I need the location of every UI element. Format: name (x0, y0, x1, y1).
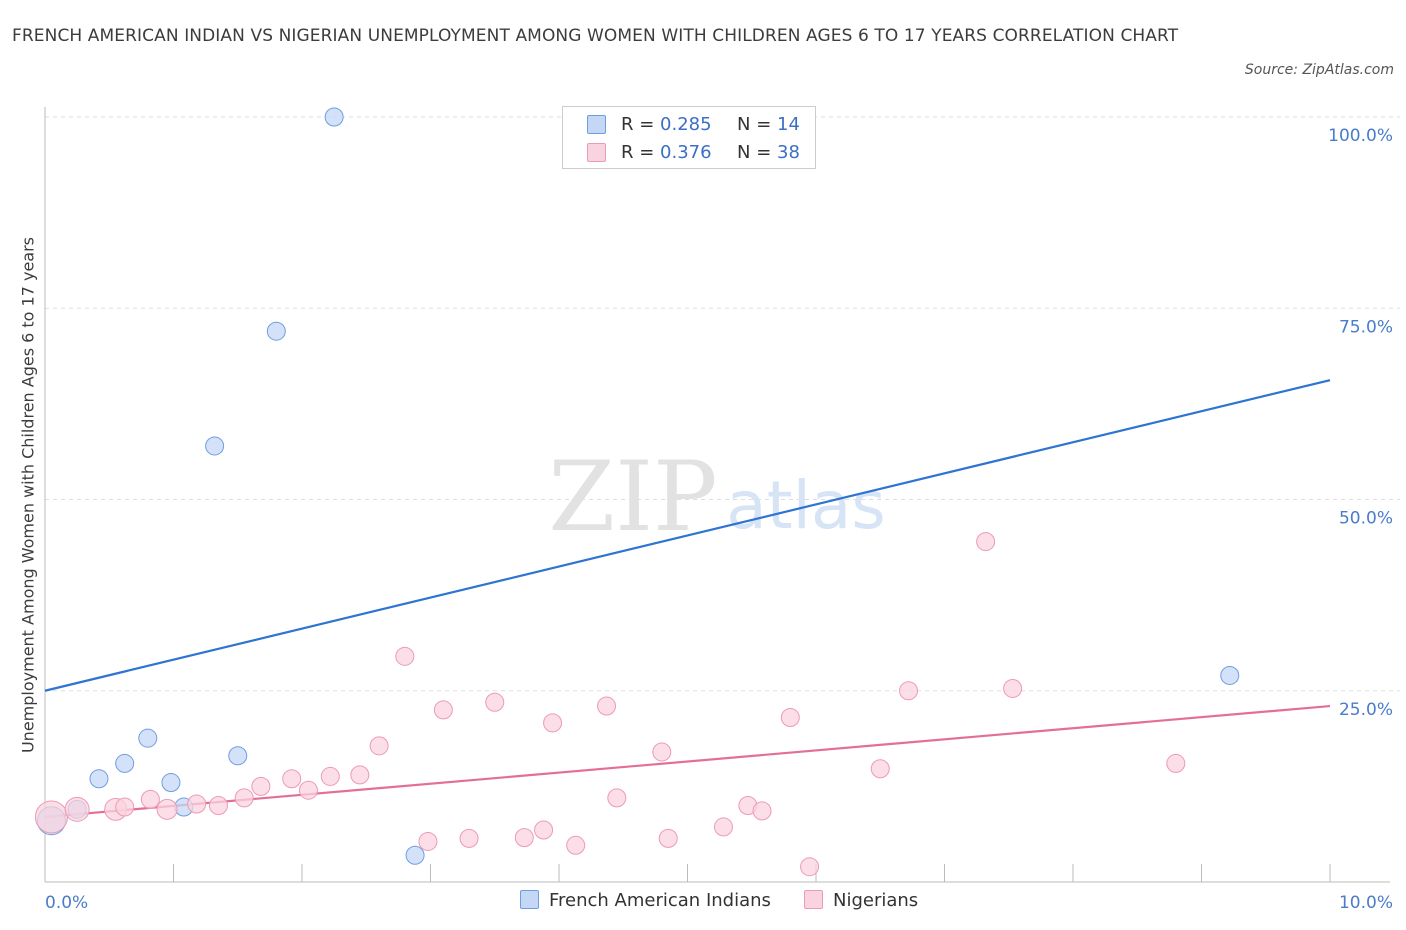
watermark-atlas: atlas (726, 467, 886, 544)
point-nigerians-17 (433, 700, 453, 720)
point-nigerians-10 (282, 769, 302, 789)
point-nigerians-8 (234, 788, 254, 808)
point-french-american-indians-7 (205, 436, 225, 456)
point-french-american-indians-10 (324, 107, 344, 127)
x-tick-label-min: 0.0% (45, 893, 88, 913)
point-nigerians-22 (543, 713, 563, 733)
point-nigerians-1 (64, 796, 90, 822)
point-nigerians-6 (187, 794, 207, 814)
point-nigerians-19 (485, 692, 505, 712)
r-value: 0.285 (660, 114, 712, 135)
legend-swatch-nigerians (804, 890, 823, 909)
legend-swatch-nigerians (587, 143, 606, 162)
y-tick-label-75: 75.0% (1339, 317, 1393, 337)
point-nigerians-28 (713, 817, 733, 837)
point-nigerians-23 (566, 835, 586, 855)
point-french-american-indians-3 (115, 753, 135, 773)
point-nigerians-13 (350, 765, 370, 785)
point-nigerians-4 (140, 789, 160, 809)
point-nigerians-32 (800, 857, 820, 877)
point-nigerians-14 (369, 736, 389, 756)
point-french-american-indians-4 (138, 728, 158, 748)
tick-labels: 25.0% 50.0% 75.0% 100.0% 0.0% 10.0% (45, 126, 1393, 913)
point-nigerians-25 (607, 788, 627, 808)
r-label: R = (621, 114, 661, 135)
point-nigerians-30 (752, 801, 772, 821)
stats-legend: R = 0.285 N = 14 R = 0.376 N = 38 (562, 106, 816, 169)
legend-label: Nigerians (833, 890, 919, 911)
point-nigerians-33 (870, 759, 890, 779)
point-nigerians-21 (534, 820, 554, 840)
point-nigerians-16 (418, 831, 438, 851)
point-nigerians-9 (251, 776, 271, 796)
n-value: 14 (777, 114, 800, 135)
legend-label: French American Indians (549, 890, 771, 911)
trend-line-nigerians (44, 704, 1331, 819)
y-tick-label-50: 50.0% (1339, 509, 1393, 529)
point-nigerians-11 (298, 780, 318, 800)
watermark: ZIP atlas (548, 441, 885, 553)
n-value: 38 (777, 142, 800, 163)
trend-line-french-american-indians (44, 379, 1331, 692)
point-nigerians-5 (156, 798, 178, 820)
chart-source: Source: ZipAtlas.com (1244, 62, 1394, 78)
y-tick-label-100: 100.0% (1328, 126, 1393, 146)
y-tick-label-25: 25.0% (1339, 700, 1393, 720)
point-nigerians-31 (780, 708, 800, 728)
point-nigerians-15 (395, 646, 415, 666)
r-value: 0.376 (660, 142, 712, 163)
point-french-american-indians-2 (89, 769, 109, 789)
trend-lines (44, 379, 1331, 819)
point-french-american-indians-9 (266, 321, 286, 341)
legend-swatch-french-american-indians (520, 890, 539, 909)
point-nigerians-34 (899, 681, 919, 701)
point-nigerians-7 (208, 796, 228, 815)
point-nigerians-36 (1003, 678, 1023, 698)
point-nigerians-37 (1166, 753, 1186, 773)
point-nigerians-12 (320, 766, 340, 786)
chart-title: FRENCH AMERICAN INDIAN VS NIGERIAN UNEMP… (12, 26, 1179, 46)
grid-lines (45, 116, 1400, 692)
legend-item-nigerians: Nigerians (804, 888, 918, 914)
point-nigerians-26 (652, 742, 672, 762)
n-label: N = (737, 114, 778, 135)
point-nigerians-35 (976, 532, 996, 552)
point-french-american-indians-13 (1220, 665, 1240, 685)
point-french-american-indians-8 (228, 746, 248, 766)
point-nigerians-3 (115, 797, 135, 817)
axes (44, 107, 1390, 883)
n-label: N = (737, 142, 778, 163)
point-nigerians-20 (514, 828, 534, 848)
point-french-american-indians-5 (161, 773, 181, 793)
point-nigerians-0 (34, 800, 68, 834)
x-tick-label-max: 10.0% (1339, 893, 1393, 913)
r-label: R = (621, 142, 661, 163)
point-nigerians-24 (597, 696, 617, 716)
point-french-american-indians-11 (405, 845, 425, 865)
legend-swatch-french-american-indians (587, 115, 606, 134)
data-points (34, 107, 1240, 877)
legend-item-french-american-indians: French American Indians (520, 888, 771, 914)
point-nigerians-18 (459, 828, 479, 848)
watermark-zip: ZIP (548, 441, 717, 553)
point-nigerians-27 (658, 828, 678, 848)
